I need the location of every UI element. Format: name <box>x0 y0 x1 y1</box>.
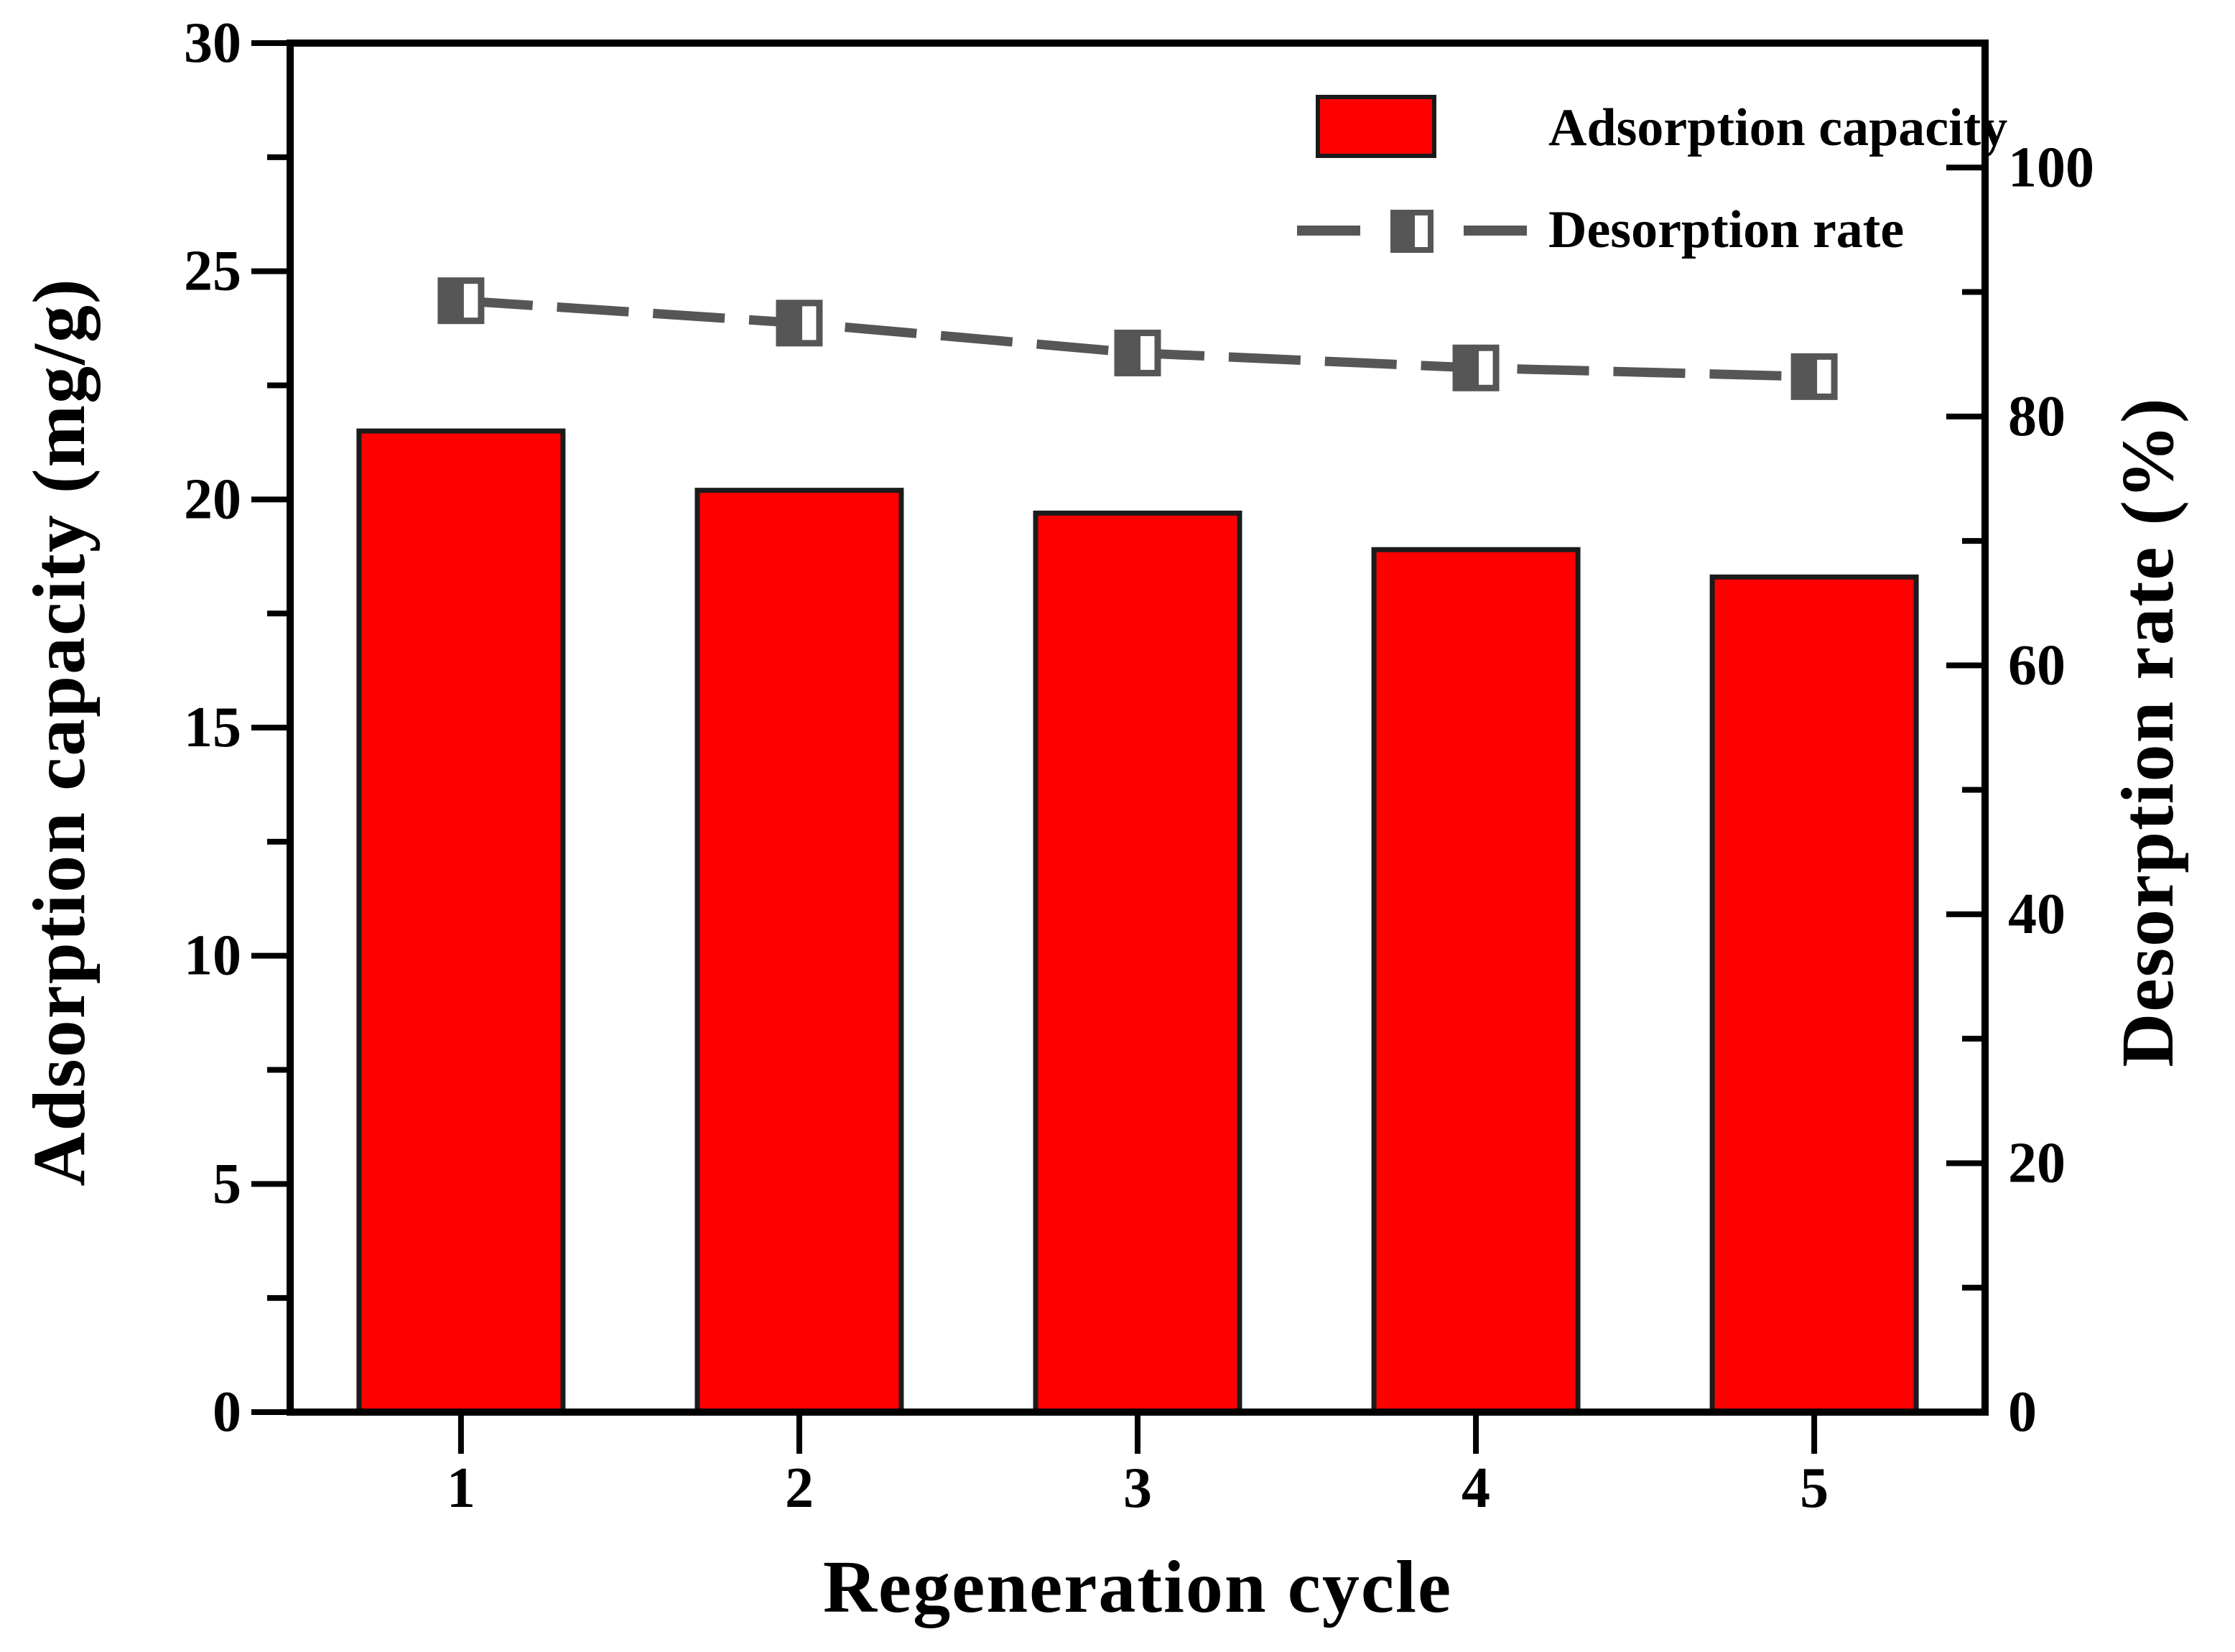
adsorption-bar <box>1033 510 1242 1415</box>
right-axis-tick-label: 20 <box>2008 1131 2066 1194</box>
left-axis-tick-label: 5 <box>213 1152 241 1215</box>
left-axis-tick-label: 10 <box>184 924 241 988</box>
x-axis-tick-label: 3 <box>1123 1457 1152 1520</box>
adsorption-bar <box>1371 547 1581 1415</box>
x-axis-tick-label: 1 <box>447 1457 475 1520</box>
left-axis-tick-label: 25 <box>184 240 241 303</box>
desorption-marker-fill <box>1119 334 1140 372</box>
legend-line-dash-right <box>1464 226 1527 236</box>
right-axis-tick-label: 40 <box>2008 883 2066 946</box>
left-axis-tick-label: 0 <box>213 1380 241 1444</box>
plot-frame <box>287 40 1989 1416</box>
desorption-marker-fill <box>1795 358 1818 396</box>
right-axis-title: Desorption rate (%) <box>2108 396 2190 1067</box>
legend-label-desorption: Desorption rate <box>1548 201 1905 260</box>
x-axis-tick-label: 4 <box>1462 1457 1490 1520</box>
desorption-marker-fill <box>1457 349 1479 387</box>
x-axis-title: Regeneration cycle <box>822 1547 1453 1629</box>
right-axis-tick-label: 0 <box>2008 1380 2037 1444</box>
adsorption-bar <box>1709 574 1919 1415</box>
legend-line-sample <box>1297 226 1527 236</box>
left-axis-title: Adsorption capacity (mg/g) <box>19 277 101 1187</box>
legend-line-dash-left <box>1297 226 1360 236</box>
right-axis-tick-label: 100 <box>2008 136 2094 199</box>
x-axis-tick-label: 2 <box>785 1457 814 1520</box>
adsorption-bar <box>694 488 904 1415</box>
left-axis-tick-label: 30 <box>184 11 241 75</box>
x-axis-tick-label: 5 <box>1800 1457 1829 1520</box>
desorption-marker-fill <box>780 304 802 342</box>
right-axis-tick-label: 80 <box>2008 385 2066 448</box>
legend-line-marker-icon <box>1390 210 1434 253</box>
right-axis-tick-label: 60 <box>2008 634 2066 697</box>
desorption-marker-fill <box>442 282 464 320</box>
adsorption-bar <box>356 428 566 1415</box>
left-axis-tick-label: 15 <box>184 696 241 759</box>
left-axis-tick-label: 20 <box>184 468 241 531</box>
legend-bar-swatch <box>1316 95 1436 158</box>
legend-label-adsorption: Adsorption capacity <box>1548 99 2008 158</box>
